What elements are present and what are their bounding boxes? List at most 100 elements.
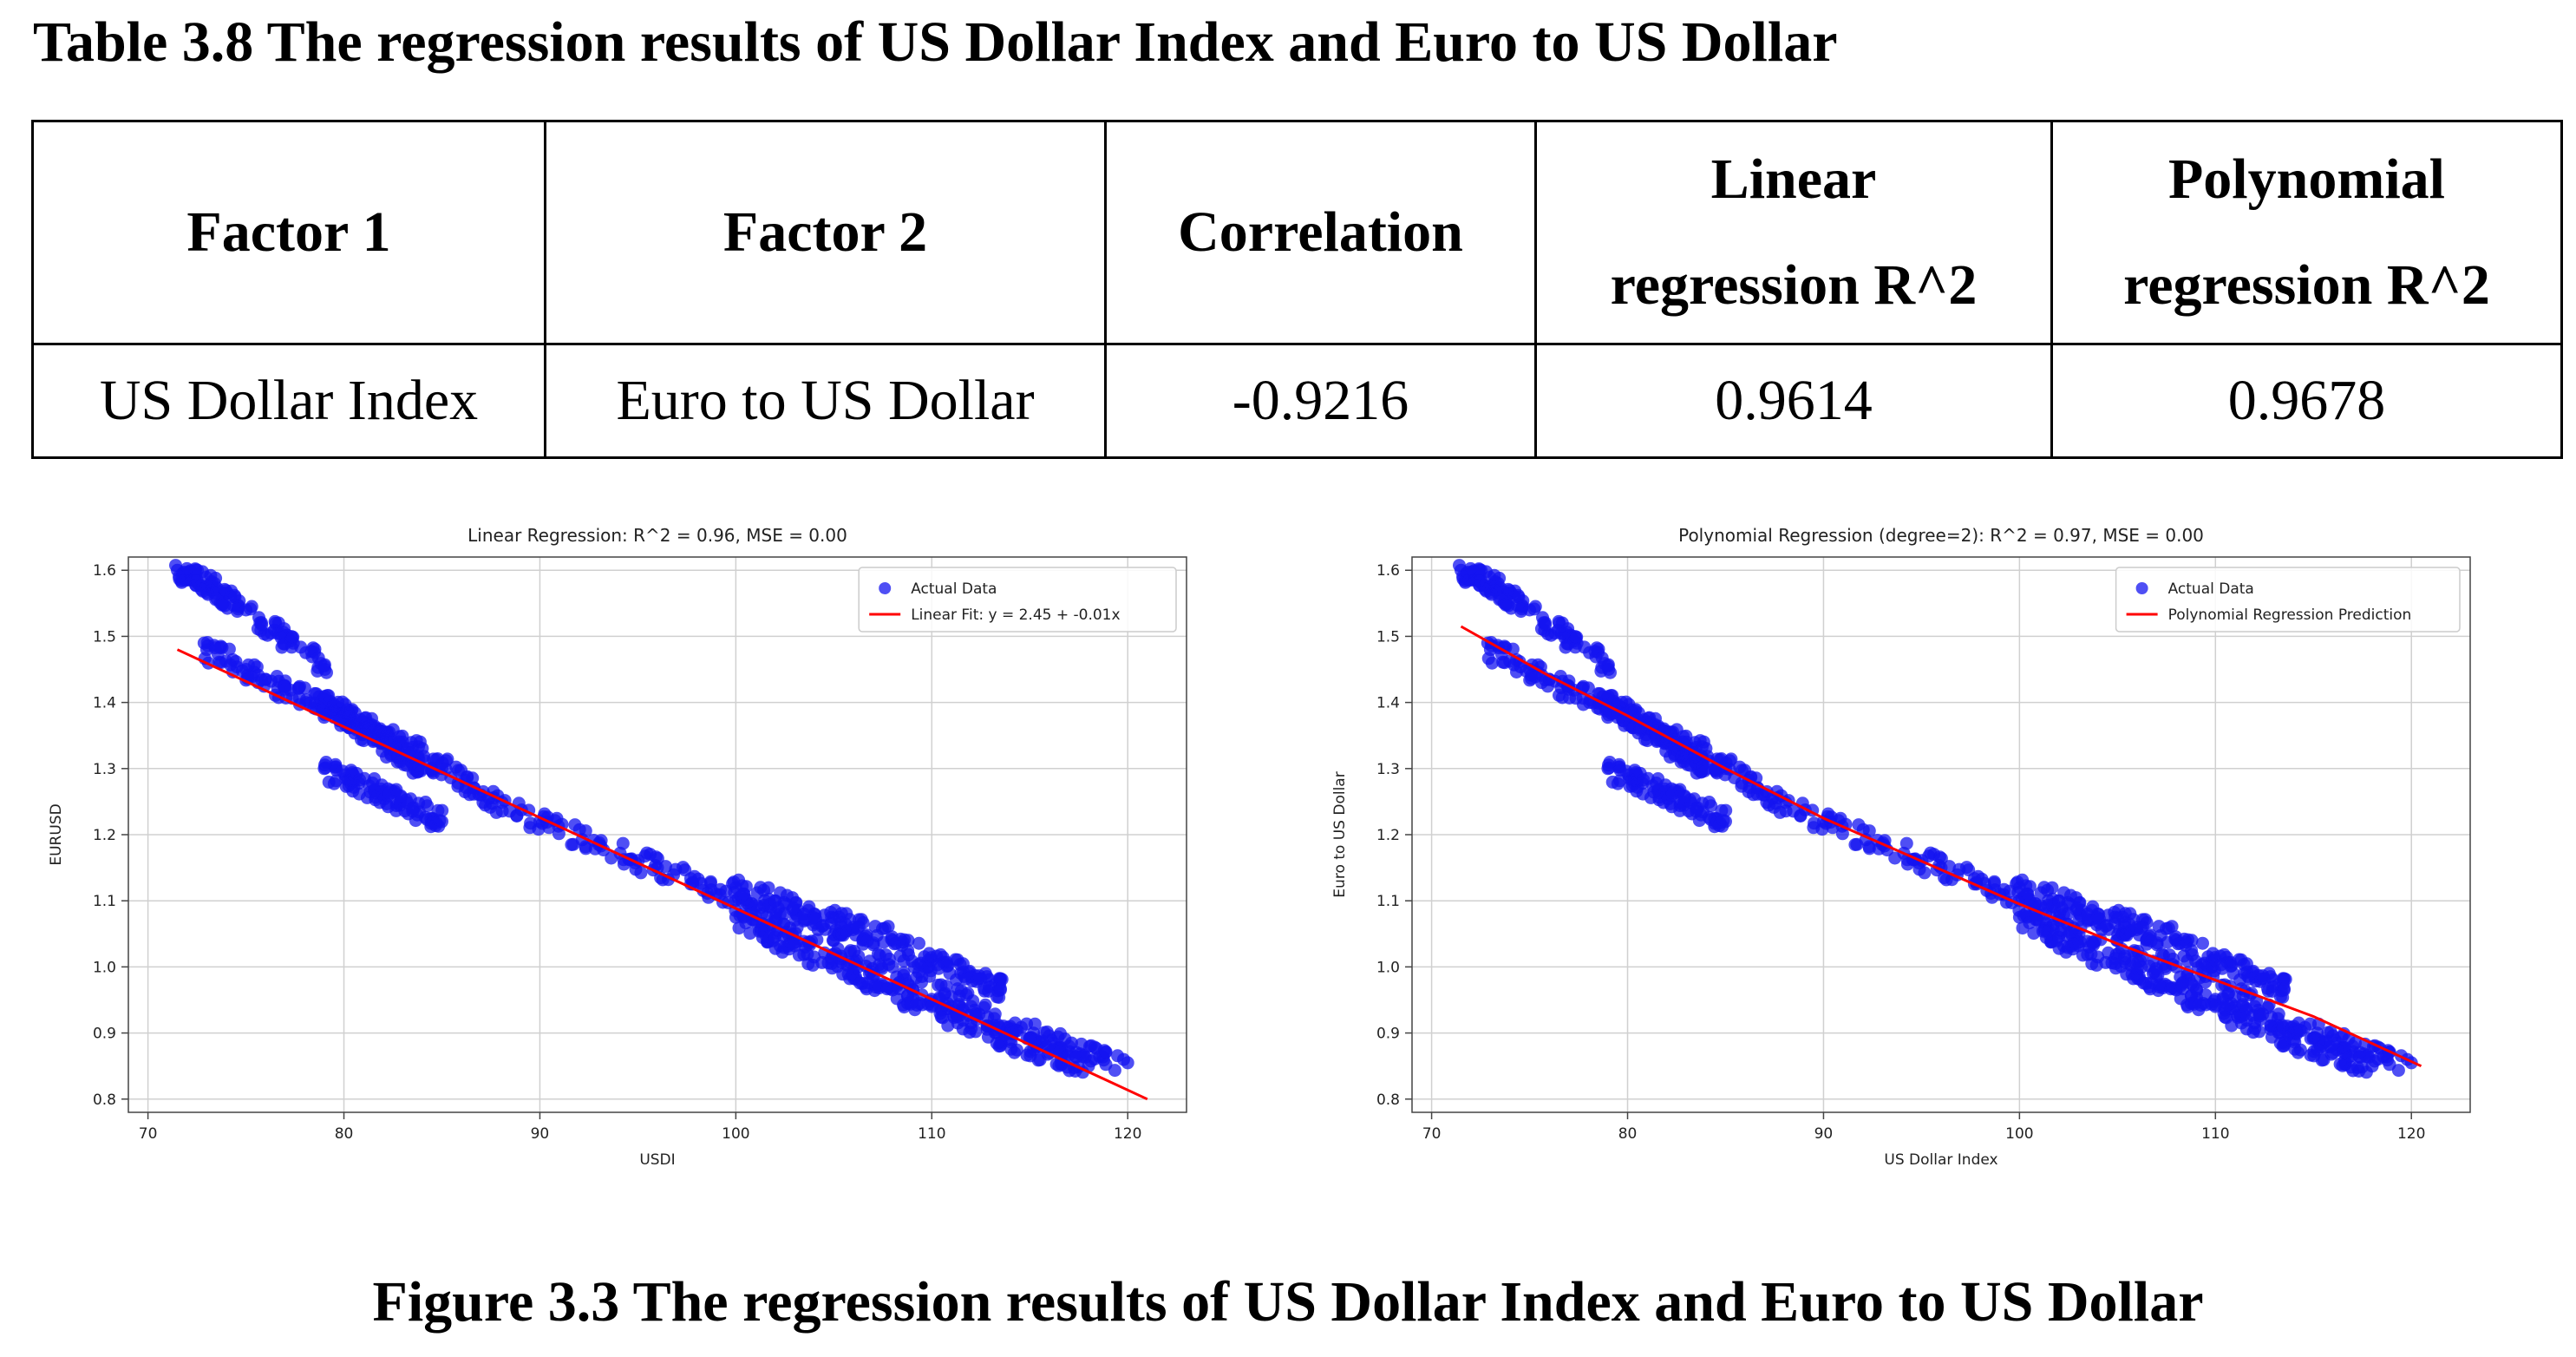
data-point (775, 945, 789, 959)
data-point (1559, 640, 1572, 654)
data-point (1453, 559, 1466, 573)
data-point (197, 636, 211, 650)
data-point (565, 838, 579, 851)
data-point (977, 981, 991, 995)
data-point (291, 681, 305, 695)
table-caption: Table 3.8 The regression results of US D… (33, 10, 1838, 74)
data-point (1735, 779, 1749, 793)
data-point (2149, 961, 2163, 975)
data-point (752, 924, 766, 938)
x-tick-label: 110 (2201, 1125, 2229, 1143)
data-point (317, 690, 331, 704)
data-point (278, 678, 291, 692)
data-point (1689, 756, 1703, 770)
data-point (1528, 600, 1542, 613)
header-polynomial-r2: Polynomial regression R^2 (2050, 120, 2563, 345)
data-point (1069, 1050, 1083, 1064)
data-point (951, 953, 964, 967)
data-point (2184, 989, 2198, 1003)
data-point (303, 696, 317, 710)
data-point (2365, 1059, 2379, 1073)
fit-line (1460, 625, 2422, 1068)
data-point (1862, 840, 1876, 854)
data-point (2144, 934, 2158, 947)
data-point (1719, 815, 1732, 829)
data-point (1481, 652, 1495, 665)
data-point (912, 936, 925, 950)
data-point (2261, 981, 2274, 995)
cell-correlation: -0.9216 (1104, 343, 1537, 459)
fit-line (176, 648, 1148, 1101)
data-point (245, 600, 258, 613)
data-point (774, 886, 788, 900)
data-point (915, 975, 928, 989)
data-point (605, 851, 618, 865)
data-point (1084, 1039, 1098, 1052)
data-point (900, 989, 914, 1003)
data-point (2292, 1046, 2305, 1059)
x-tick-label: 100 (722, 1125, 749, 1143)
data-point (825, 910, 839, 924)
data-point (943, 967, 957, 980)
data-point (688, 869, 702, 883)
data-point (2174, 992, 2187, 1006)
data-point (2252, 1025, 2266, 1039)
data-point (932, 978, 945, 992)
data-point (222, 642, 236, 656)
data-point (1699, 762, 1713, 776)
data-point (878, 921, 892, 935)
data-point (2118, 952, 2132, 966)
data-point (317, 659, 331, 673)
data-point (1918, 866, 1932, 880)
data-point (435, 803, 449, 817)
y-tick-label: 1.3 (1376, 761, 1400, 778)
data-point (826, 961, 839, 975)
y-tick-label: 1.2 (93, 827, 116, 844)
x-tick-label: 70 (1422, 1125, 1442, 1143)
data-point (2177, 932, 2191, 946)
data-point (2152, 920, 2166, 934)
x-tick-label: 70 (139, 1125, 158, 1143)
x-tick-label: 120 (2397, 1125, 2425, 1143)
data-point (893, 932, 907, 946)
data-point (1548, 626, 1561, 640)
data-point (362, 719, 376, 733)
data-point (1924, 846, 1938, 860)
data-point (1601, 690, 1615, 704)
data-point (2214, 958, 2228, 972)
header-factor-1: Factor 1 (31, 120, 546, 345)
cell-polynomial-r2: 0.9678 (2050, 343, 2563, 459)
data-point (1715, 752, 1729, 765)
legend-marker (2135, 582, 2148, 594)
data-point (1099, 1058, 1113, 1072)
data-point (212, 641, 226, 655)
y-tick-label: 0.8 (1376, 1092, 1400, 1109)
data-point (342, 710, 356, 724)
data-point (1630, 784, 1644, 798)
x-axis-label: USDI (639, 1151, 675, 1169)
data-point (972, 969, 986, 983)
data-point (850, 921, 864, 935)
data-point (732, 921, 746, 935)
y-tick-label: 1.6 (93, 562, 116, 580)
data-point (2161, 921, 2175, 935)
data-point (993, 983, 1007, 997)
data-point (1031, 1053, 1045, 1067)
data-point (745, 897, 759, 911)
data-point (2059, 945, 2073, 959)
data-point (476, 796, 490, 810)
data-point (2187, 979, 2200, 993)
data-point (2234, 1010, 2248, 1024)
data-point (284, 640, 298, 654)
data-point (343, 773, 357, 787)
legend-box (2115, 567, 2461, 633)
data-point (1760, 796, 1774, 810)
y-tick-label: 1.4 (93, 695, 116, 712)
x-tick-label: 100 (2005, 1125, 2033, 1143)
data-point (2063, 925, 2077, 939)
table-row: US Dollar Index Euro to US Dollar -0.921… (31, 343, 2563, 459)
data-point (1577, 698, 1590, 711)
data-point (2175, 977, 2189, 991)
cell-factor-1: US Dollar Index (31, 343, 546, 459)
y-tick-label: 1.1 (93, 893, 116, 910)
